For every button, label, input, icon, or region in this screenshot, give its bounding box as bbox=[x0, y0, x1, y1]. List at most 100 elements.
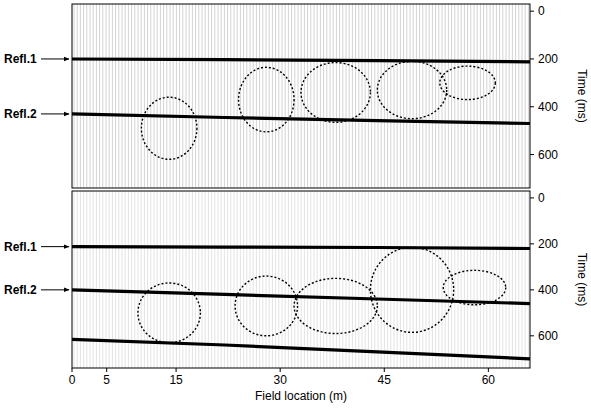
trace bbox=[150, 4, 151, 188]
trace bbox=[480, 4, 481, 188]
trace bbox=[310, 191, 311, 368]
trace bbox=[246, 191, 247, 368]
trace bbox=[256, 191, 257, 368]
trace bbox=[160, 4, 161, 188]
trace bbox=[509, 4, 510, 188]
trace bbox=[426, 4, 427, 188]
trace bbox=[214, 4, 215, 188]
trace bbox=[320, 4, 321, 188]
trace bbox=[186, 191, 187, 368]
trace bbox=[474, 4, 475, 188]
trace bbox=[144, 4, 145, 188]
trace bbox=[90, 4, 91, 188]
x-tick-label: 60 bbox=[482, 373, 496, 387]
trace bbox=[461, 191, 462, 368]
trace bbox=[429, 191, 430, 368]
trace bbox=[208, 4, 209, 188]
trace bbox=[314, 4, 315, 188]
trace bbox=[352, 4, 353, 188]
trace bbox=[224, 191, 225, 368]
reflector-label: Refl.1 bbox=[4, 52, 37, 66]
trace bbox=[109, 4, 110, 188]
trace bbox=[355, 191, 356, 368]
y-tick-label: 600 bbox=[538, 148, 558, 162]
trace bbox=[259, 4, 260, 188]
reflector bbox=[72, 339, 530, 359]
trace bbox=[125, 4, 126, 188]
frame bbox=[72, 4, 530, 188]
trace bbox=[464, 191, 465, 368]
trace bbox=[518, 4, 519, 188]
trace bbox=[182, 191, 183, 368]
trace bbox=[394, 191, 395, 368]
trace bbox=[195, 4, 196, 188]
traces bbox=[74, 4, 528, 188]
trace bbox=[410, 4, 411, 188]
trace bbox=[352, 191, 353, 368]
trace bbox=[330, 4, 331, 188]
trace bbox=[106, 4, 107, 188]
trace bbox=[368, 4, 369, 188]
trace bbox=[246, 4, 247, 188]
trace bbox=[307, 191, 308, 368]
trace bbox=[272, 191, 273, 368]
trace bbox=[477, 4, 478, 188]
trace bbox=[336, 191, 337, 368]
trace bbox=[432, 191, 433, 368]
trace bbox=[275, 191, 276, 368]
trace bbox=[470, 4, 471, 188]
trace bbox=[493, 191, 494, 368]
trace bbox=[83, 191, 84, 368]
x-axis-title: Field location (m) bbox=[255, 389, 347, 403]
trace bbox=[80, 191, 81, 368]
label-arrow bbox=[41, 113, 69, 114]
trace bbox=[336, 4, 337, 188]
trace bbox=[304, 191, 305, 368]
trace bbox=[467, 191, 468, 368]
trace bbox=[93, 4, 94, 188]
trace bbox=[442, 4, 443, 188]
trace bbox=[387, 191, 388, 368]
trace bbox=[102, 4, 103, 188]
ellipse bbox=[377, 61, 446, 118]
y-tick bbox=[530, 243, 534, 244]
trace bbox=[147, 4, 148, 188]
trace bbox=[528, 191, 529, 368]
trace bbox=[454, 191, 455, 368]
trace bbox=[138, 4, 139, 188]
x-tick-label: 0 bbox=[69, 373, 76, 387]
trace bbox=[381, 191, 382, 368]
trace bbox=[512, 4, 513, 188]
trace bbox=[250, 191, 251, 368]
ellipse bbox=[235, 276, 297, 336]
trace bbox=[378, 191, 379, 368]
trace bbox=[182, 4, 183, 188]
trace bbox=[419, 4, 420, 188]
reflector-label: Refl.2 bbox=[4, 107, 37, 121]
trace bbox=[326, 4, 327, 188]
trace bbox=[176, 4, 177, 188]
trace bbox=[413, 191, 414, 368]
trace bbox=[272, 4, 273, 188]
trace bbox=[406, 4, 407, 188]
trace bbox=[285, 4, 286, 188]
trace bbox=[461, 4, 462, 188]
trace bbox=[227, 191, 228, 368]
trace bbox=[362, 191, 363, 368]
trace bbox=[186, 4, 187, 188]
trace bbox=[381, 4, 382, 188]
y-axis-title: Time (ms) bbox=[575, 69, 589, 123]
trace bbox=[426, 191, 427, 368]
trace bbox=[342, 4, 343, 188]
trace bbox=[422, 4, 423, 188]
trace bbox=[307, 4, 308, 188]
trace bbox=[422, 191, 423, 368]
trace bbox=[202, 191, 203, 368]
trace bbox=[474, 191, 475, 368]
reflector bbox=[72, 247, 530, 249]
trace bbox=[192, 4, 193, 188]
trace bbox=[368, 191, 369, 368]
trace bbox=[266, 4, 267, 188]
trace bbox=[218, 191, 219, 368]
reflector bbox=[72, 114, 530, 124]
